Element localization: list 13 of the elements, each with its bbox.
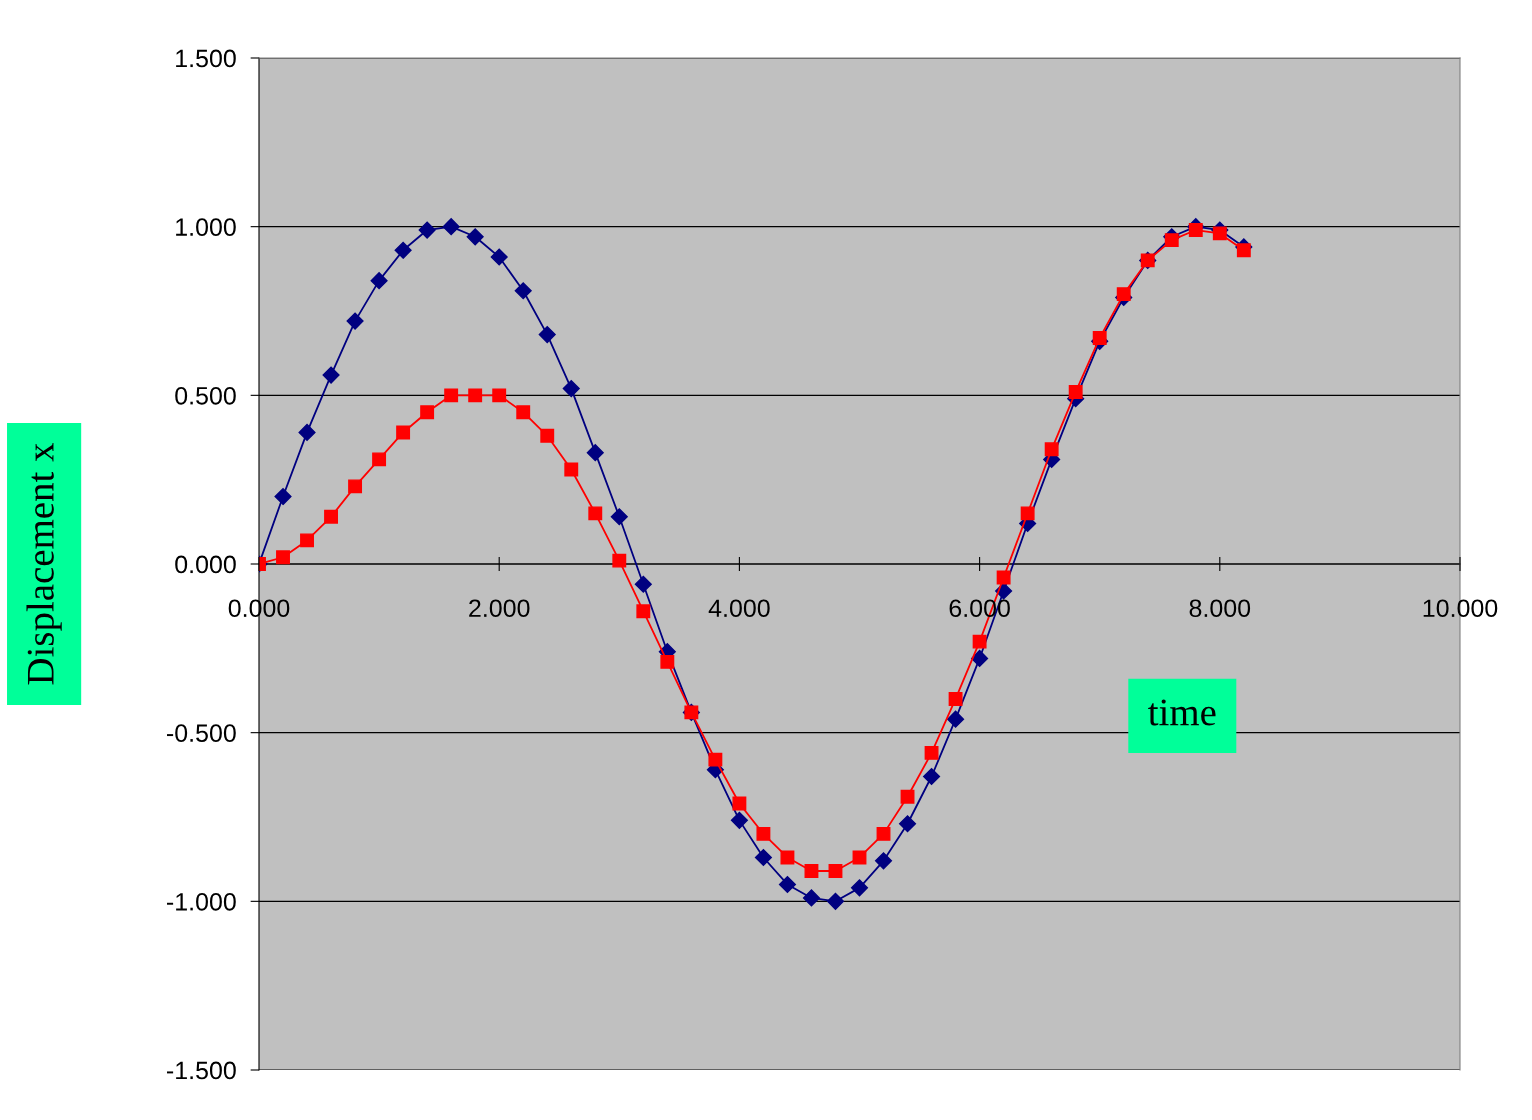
x-axis-title: time <box>1148 699 1216 726</box>
y-tick-label: 0.000 <box>175 555 236 574</box>
y-tick-label: -1.500 <box>167 1061 236 1080</box>
x-tick-label: 10.000 <box>1423 599 1498 618</box>
y-tick-label: 1.500 <box>176 49 236 68</box>
y-tick-label: -1.000 <box>167 892 236 911</box>
y-tick-label: -0.500 <box>167 724 236 742</box>
y-axis-title: Displacement x <box>26 442 62 685</box>
x-tick-label: 2.000 <box>469 599 530 618</box>
y-tick-label: 0.500 <box>175 386 236 405</box>
x-tick-label: 4.000 <box>708 599 770 618</box>
y-tick-label: 1.000 <box>176 218 236 236</box>
x-tick-label: 8.000 <box>1189 599 1251 618</box>
